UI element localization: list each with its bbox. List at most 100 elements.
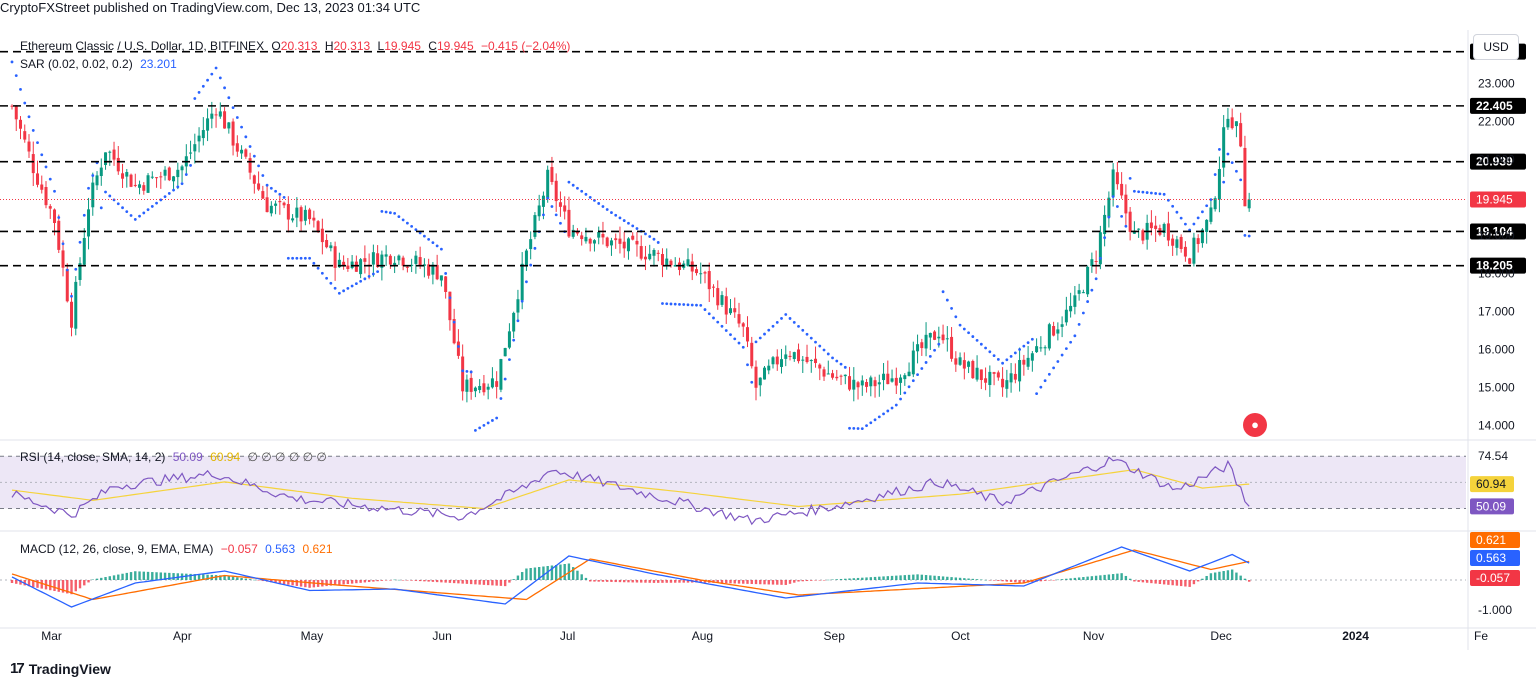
- macd-hist-bar: [478, 580, 481, 585]
- macd-hist-bar: [878, 576, 881, 580]
- sar-legend[interactable]: SAR (0.02, 0.02, 0.2) 23.201: [20, 57, 181, 71]
- sar-dot: [1184, 222, 1187, 226]
- candle-body: [121, 173, 125, 179]
- candle-body: [899, 377, 903, 383]
- macd-hist-bar: [635, 580, 639, 583]
- macd-hist-bar: [1133, 580, 1136, 582]
- macd-hist-bar: [856, 577, 860, 580]
- sar-dot: [576, 186, 579, 190]
- sar-dot: [138, 214, 141, 218]
- macd-hist-bar: [793, 580, 796, 583]
- time-axis-label: Nov: [1083, 629, 1104, 643]
- macd-hist-bar: [946, 576, 949, 580]
- sar-dot: [584, 192, 588, 196]
- tradingview-logo[interactable]: 17 TradingView: [10, 660, 111, 677]
- rsi-legend[interactable]: RSI (14, close, SMA, 14, 2) 50.09 60.94 …: [20, 450, 331, 464]
- macd-hist-bar: [1052, 580, 1055, 581]
- macd-hist-bar: [971, 578, 975, 580]
- sar-dot: [1090, 288, 1094, 292]
- candle-body: [269, 205, 273, 214]
- macd-hist-bar: [257, 580, 260, 581]
- macd-hist-bar: [168, 572, 171, 580]
- candle-body: [588, 238, 592, 244]
- sar-dot: [87, 186, 90, 190]
- macd-hist-bar: [10, 580, 14, 583]
- us-flag-icon[interactable]: ●: [1243, 413, 1267, 437]
- macd-hist-bar: [1014, 580, 1017, 583]
- publisher-header: CryptoFXStreet published on TradingView.…: [0, 0, 421, 15]
- candle-body: [984, 378, 988, 383]
- candle-body: [890, 378, 894, 382]
- macd-hist-bar: [665, 580, 668, 583]
- macd-hist-bar: [869, 577, 872, 580]
- currency-button[interactable]: USD: [1473, 34, 1519, 60]
- macd-hist-bar: [597, 580, 600, 582]
- candle-body: [1081, 292, 1085, 294]
- price-axis-tick: 19.000: [1478, 228, 1515, 242]
- macd-hist-bar: [975, 579, 979, 580]
- symbol-title[interactable]: Ethereum Classic / U.S. Dollar, 1D, BITF…: [20, 39, 265, 53]
- macd-hist-bar: [516, 575, 520, 580]
- candle-body: [584, 236, 588, 242]
- macd-hist-bar: [1243, 578, 1247, 580]
- macd-hist-bar: [27, 580, 31, 587]
- macd-legend[interactable]: MACD (12, 26, close, 9, EMA, EMA) −0.057…: [20, 542, 337, 556]
- macd-hist-bar: [1145, 580, 1149, 583]
- macd-hist-bar: [882, 576, 885, 580]
- macd-value-label: -0.057: [1476, 571, 1510, 585]
- candle-body: [690, 261, 694, 272]
- macd-hist-bar: [542, 566, 545, 580]
- macd-hist-bar: [805, 580, 809, 582]
- sar-dot: [763, 332, 766, 336]
- sar-dot: [265, 183, 269, 187]
- macd-hist-bar: [1099, 575, 1102, 580]
- macd-hist-bar: [618, 580, 622, 583]
- macd-hist-bar: [1073, 577, 1077, 580]
- candle-body: [818, 364, 822, 369]
- candle-body: [448, 291, 452, 321]
- sar-dot: [393, 211, 397, 215]
- sar-dot: [452, 320, 456, 324]
- sar-dot: [954, 315, 958, 319]
- sar-dot: [367, 275, 371, 278]
- candle-body: [524, 250, 528, 267]
- sar-dot: [231, 106, 235, 109]
- macd-hist-bar: [835, 579, 838, 580]
- macd-hist-bar: [363, 580, 367, 583]
- macd-hist-bar: [338, 580, 341, 585]
- sar-dot: [295, 256, 299, 260]
- macd-hist-bar: [367, 580, 371, 583]
- sar-dot: [397, 215, 401, 218]
- macd-hist-bar: [657, 580, 660, 583]
- macd-hist-bar: [401, 580, 405, 581]
- macd-hist-bar: [414, 580, 418, 581]
- macd-signal-line: [11, 549, 1250, 601]
- candle-body: [40, 184, 44, 190]
- candle-body: [877, 382, 881, 385]
- candle-body: [597, 231, 601, 238]
- candle-body: [648, 253, 652, 260]
- candle-body: [163, 169, 167, 176]
- candle-body: [831, 373, 835, 378]
- sar-dot: [282, 195, 286, 199]
- sar-dot: [525, 280, 528, 284]
- time-axis-label: Jun: [432, 629, 451, 643]
- candle-body: [873, 380, 877, 387]
- candle-body: [193, 144, 197, 152]
- sar-dot: [1154, 192, 1158, 195]
- candle-body: [1043, 347, 1047, 349]
- macd-hist-bar: [74, 580, 77, 592]
- candle-body: [550, 167, 554, 182]
- sar-dot: [482, 423, 486, 427]
- sar-dot: [337, 291, 341, 295]
- macd-hist-bar: [865, 577, 868, 580]
- macd-hist-bar: [240, 577, 243, 580]
- macd-hist-bar: [559, 564, 562, 580]
- candle-body: [214, 114, 218, 116]
- sar-dot: [206, 78, 209, 82]
- macd-hist-bar: [495, 580, 498, 586]
- sar-dot: [933, 348, 936, 352]
- sar-dot: [23, 101, 27, 105]
- change-value: −0.415 (−2.04%): [480, 39, 571, 53]
